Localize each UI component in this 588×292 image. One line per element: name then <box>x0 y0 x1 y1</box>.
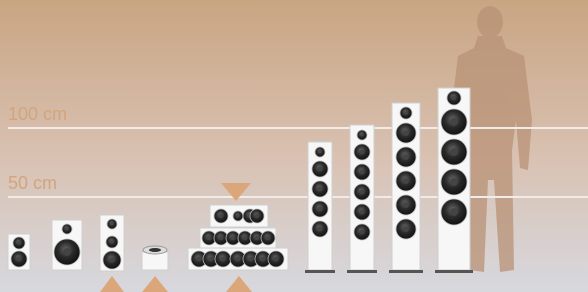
driver-cap <box>255 214 259 218</box>
driver-cap <box>450 208 458 216</box>
driver-cap <box>219 214 223 218</box>
driver-cap <box>110 240 114 244</box>
driver-cap <box>318 167 323 172</box>
driver-cap <box>63 248 71 256</box>
driver-cap <box>360 210 365 215</box>
driver-cap <box>403 130 409 136</box>
scale-label: 50 cm <box>8 173 57 193</box>
driver-cap <box>318 187 323 192</box>
driver-cap <box>274 257 279 262</box>
driver-cap <box>404 111 408 115</box>
driver-cap <box>209 257 214 262</box>
driver-cap <box>266 236 270 240</box>
driver-cap <box>17 241 21 245</box>
driver-cap <box>403 154 409 160</box>
driver-cap <box>360 230 365 235</box>
cabinet <box>142 252 168 270</box>
driver-cap <box>360 150 365 155</box>
driver-cap <box>237 215 240 218</box>
driver-cap <box>111 223 114 226</box>
driver-cap <box>450 118 458 126</box>
driver-cap <box>66 228 69 231</box>
driver-cap <box>221 257 226 262</box>
driver-cap <box>197 257 202 262</box>
driver-cap <box>360 190 365 195</box>
driver-cap <box>360 170 365 175</box>
size-comparison: 100 cm 50 cm <box>0 0 588 292</box>
driver-cap <box>403 202 409 208</box>
driver-cap <box>403 178 409 184</box>
driver-cap <box>231 236 235 240</box>
driver-cap <box>109 257 114 262</box>
page: 100 cm 50 cm (() => { const data = JSON.… <box>0 0 588 292</box>
driver-cap <box>452 96 456 100</box>
driver-cap <box>261 257 266 262</box>
scale-label: 100 cm <box>8 104 67 124</box>
driver-cap <box>236 257 241 262</box>
driver-cap <box>450 148 458 156</box>
plinth <box>305 270 335 273</box>
driver-cap <box>219 236 223 240</box>
plinth <box>347 270 377 273</box>
driver-cap <box>403 226 409 232</box>
driver-cap <box>319 151 322 154</box>
driver-cap <box>450 178 458 186</box>
plinth <box>389 270 423 273</box>
driver-cap <box>249 257 254 262</box>
driver-cap <box>318 207 323 212</box>
driver-cap <box>361 134 364 137</box>
driver-cap <box>318 227 323 232</box>
driver-cap <box>17 257 22 262</box>
driver-cap <box>149 248 161 252</box>
driver-cap <box>255 236 259 240</box>
plinth <box>435 270 473 273</box>
driver-cap <box>243 236 247 240</box>
driver-cap <box>207 236 211 240</box>
